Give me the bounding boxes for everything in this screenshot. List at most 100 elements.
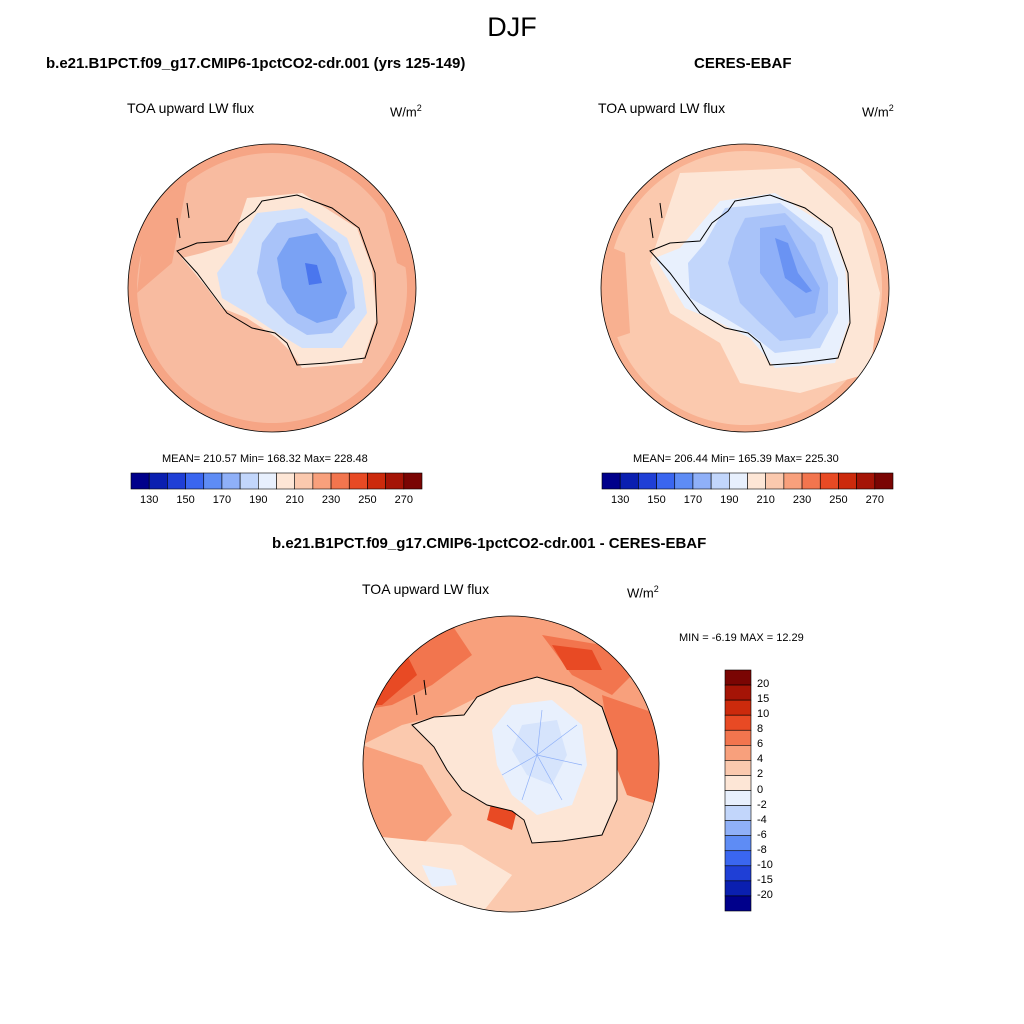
diff-units-label: W/m2	[627, 584, 659, 601]
colorbar-tick-label: 250	[358, 494, 377, 506]
colorbar-box	[724, 835, 752, 852]
obs-panel-title: CERES-EBAF	[694, 55, 792, 72]
colorbar-box	[724, 805, 752, 821]
diff-colorbar-labels: 20 15 10 8 6 4 2 0 -2 -4 -6 -8 -10 -15 -20	[757, 670, 797, 911]
colorbar-tick-label: 4	[757, 753, 764, 766]
colorbar-tick-label: 190	[720, 494, 739, 506]
colorbar-tick-label: 130	[140, 494, 159, 506]
colorbar-box	[819, 472, 839, 490]
colorbar-box	[724, 669, 752, 686]
colorbar-tick-label: 170	[212, 494, 232, 506]
diff-stats: MIN = -6.19 MAX = 12.29	[679, 632, 804, 644]
colorbar-box	[724, 895, 752, 912]
diff-colorbar	[724, 669, 752, 912]
colorbar-tick-label: 270	[865, 494, 884, 506]
obs-units-label: W/m2	[862, 103, 894, 120]
model-colorbar	[130, 472, 423, 490]
colorbar-box	[724, 684, 752, 701]
colorbar-tick-label: 250	[829, 494, 848, 506]
colorbar-box	[729, 472, 748, 490]
colorbar-box	[312, 472, 332, 490]
colorbar-box	[747, 472, 766, 490]
colorbar-tick-label: -8	[757, 843, 767, 856]
obs-polar-map	[600, 143, 890, 433]
colorbar-box	[692, 472, 712, 490]
colorbar-box	[130, 472, 150, 490]
colorbar-box	[724, 850, 752, 867]
colorbar-box	[724, 714, 752, 731]
model-colorbar-labels: 130 150 170 190 210 230 250 270	[131, 494, 422, 508]
colorbar-tick-label: 8	[757, 723, 764, 736]
colorbar-tick-label: 130	[611, 494, 630, 506]
colorbar-tick-label: 0	[757, 783, 764, 796]
colorbar-box	[710, 472, 730, 490]
colorbar-boxes	[601, 472, 894, 490]
colorbar-box	[783, 472, 803, 490]
colorbar-box	[348, 472, 368, 490]
diff-variable-label: TOA upward LW flux	[362, 581, 490, 597]
colorbar-tick-label: -15	[757, 873, 773, 886]
colorbar-box	[656, 472, 676, 490]
model-stats: MEAN= 210.57 Min= 168.32 Max= 228.48	[162, 453, 368, 465]
colorbar-tick-label: -2	[757, 798, 767, 811]
obs-colorbar	[601, 472, 894, 490]
colorbar-tick-label: 15	[757, 693, 770, 706]
season-title: DJF	[487, 12, 537, 42]
model-panel-title: b.e21.B1PCT.f09_g17.CMIP6-1pctCO2-cdr.00…	[46, 55, 466, 72]
colorbar-box	[258, 472, 277, 490]
colorbar-box	[674, 472, 694, 490]
colorbar-box	[838, 472, 857, 490]
colorbar-box	[239, 472, 259, 490]
colorbar-boxes	[724, 669, 752, 912]
colorbar-box	[330, 472, 350, 490]
obs-stats: MEAN= 206.44 Min= 165.39 Max= 225.30	[633, 453, 839, 465]
colorbar-box	[403, 472, 423, 490]
model-units-label: W/m2	[390, 103, 422, 120]
colorbar-box	[367, 472, 386, 490]
colorbar-tick-label: 230	[321, 494, 341, 506]
colorbar-tick-label: -10	[757, 858, 773, 871]
obs-colorbar-labels: 130 150 170 190 210 230 250 270	[602, 494, 893, 508]
model-polar-map	[127, 143, 417, 433]
model-variable-label: TOA upward LW flux	[127, 100, 255, 116]
diff-panel-title: b.e21.B1PCT.f09_g17.CMIP6-1pctCO2-cdr.00…	[272, 535, 707, 552]
colorbar-tick-label: 270	[394, 494, 413, 506]
colorbar-tick-label: 190	[249, 494, 268, 506]
colorbar-box	[724, 760, 752, 776]
colorbar-box	[619, 472, 639, 490]
colorbar-tick-label: 10	[757, 708, 770, 721]
colorbar-tick-label: 230	[792, 494, 812, 506]
colorbar-box	[276, 472, 295, 490]
colorbar-tick-label: 150	[647, 494, 666, 506]
colorbar-box	[185, 472, 205, 490]
colorbar-box	[874, 472, 894, 490]
colorbar-tick-label: 210	[756, 494, 775, 506]
colorbar-box	[801, 472, 821, 490]
colorbar-tick-label: 150	[176, 494, 195, 506]
colorbar-box	[856, 472, 876, 490]
colorbar-tick-label: 6	[757, 738, 764, 751]
colorbar-box	[294, 472, 314, 490]
colorbar-box	[765, 472, 785, 490]
colorbar-tick-label: 20	[757, 678, 770, 691]
colorbar-box	[724, 699, 752, 716]
colorbar-tick-label: -4	[757, 813, 767, 826]
colorbar-box	[221, 472, 241, 490]
colorbar-tick-label: 170	[683, 494, 703, 506]
colorbar-box	[724, 729, 752, 746]
colorbar-box	[724, 775, 752, 791]
colorbar-box	[724, 865, 752, 882]
colorbar-box	[148, 472, 168, 490]
colorbar-box	[385, 472, 405, 490]
colorbar-box	[724, 880, 752, 897]
colorbar-box	[167, 472, 186, 490]
colorbar-box	[601, 472, 621, 490]
colorbar-box	[724, 790, 752, 806]
diff-polar-map	[362, 615, 660, 913]
colorbar-tick-label: 210	[285, 494, 304, 506]
colorbar-box	[203, 472, 223, 490]
colorbar-tick-label: 2	[757, 768, 764, 781]
colorbar-box	[724, 820, 752, 836]
obs-variable-label: TOA upward LW flux	[598, 100, 726, 116]
colorbar-tick-label: -6	[757, 828, 767, 841]
